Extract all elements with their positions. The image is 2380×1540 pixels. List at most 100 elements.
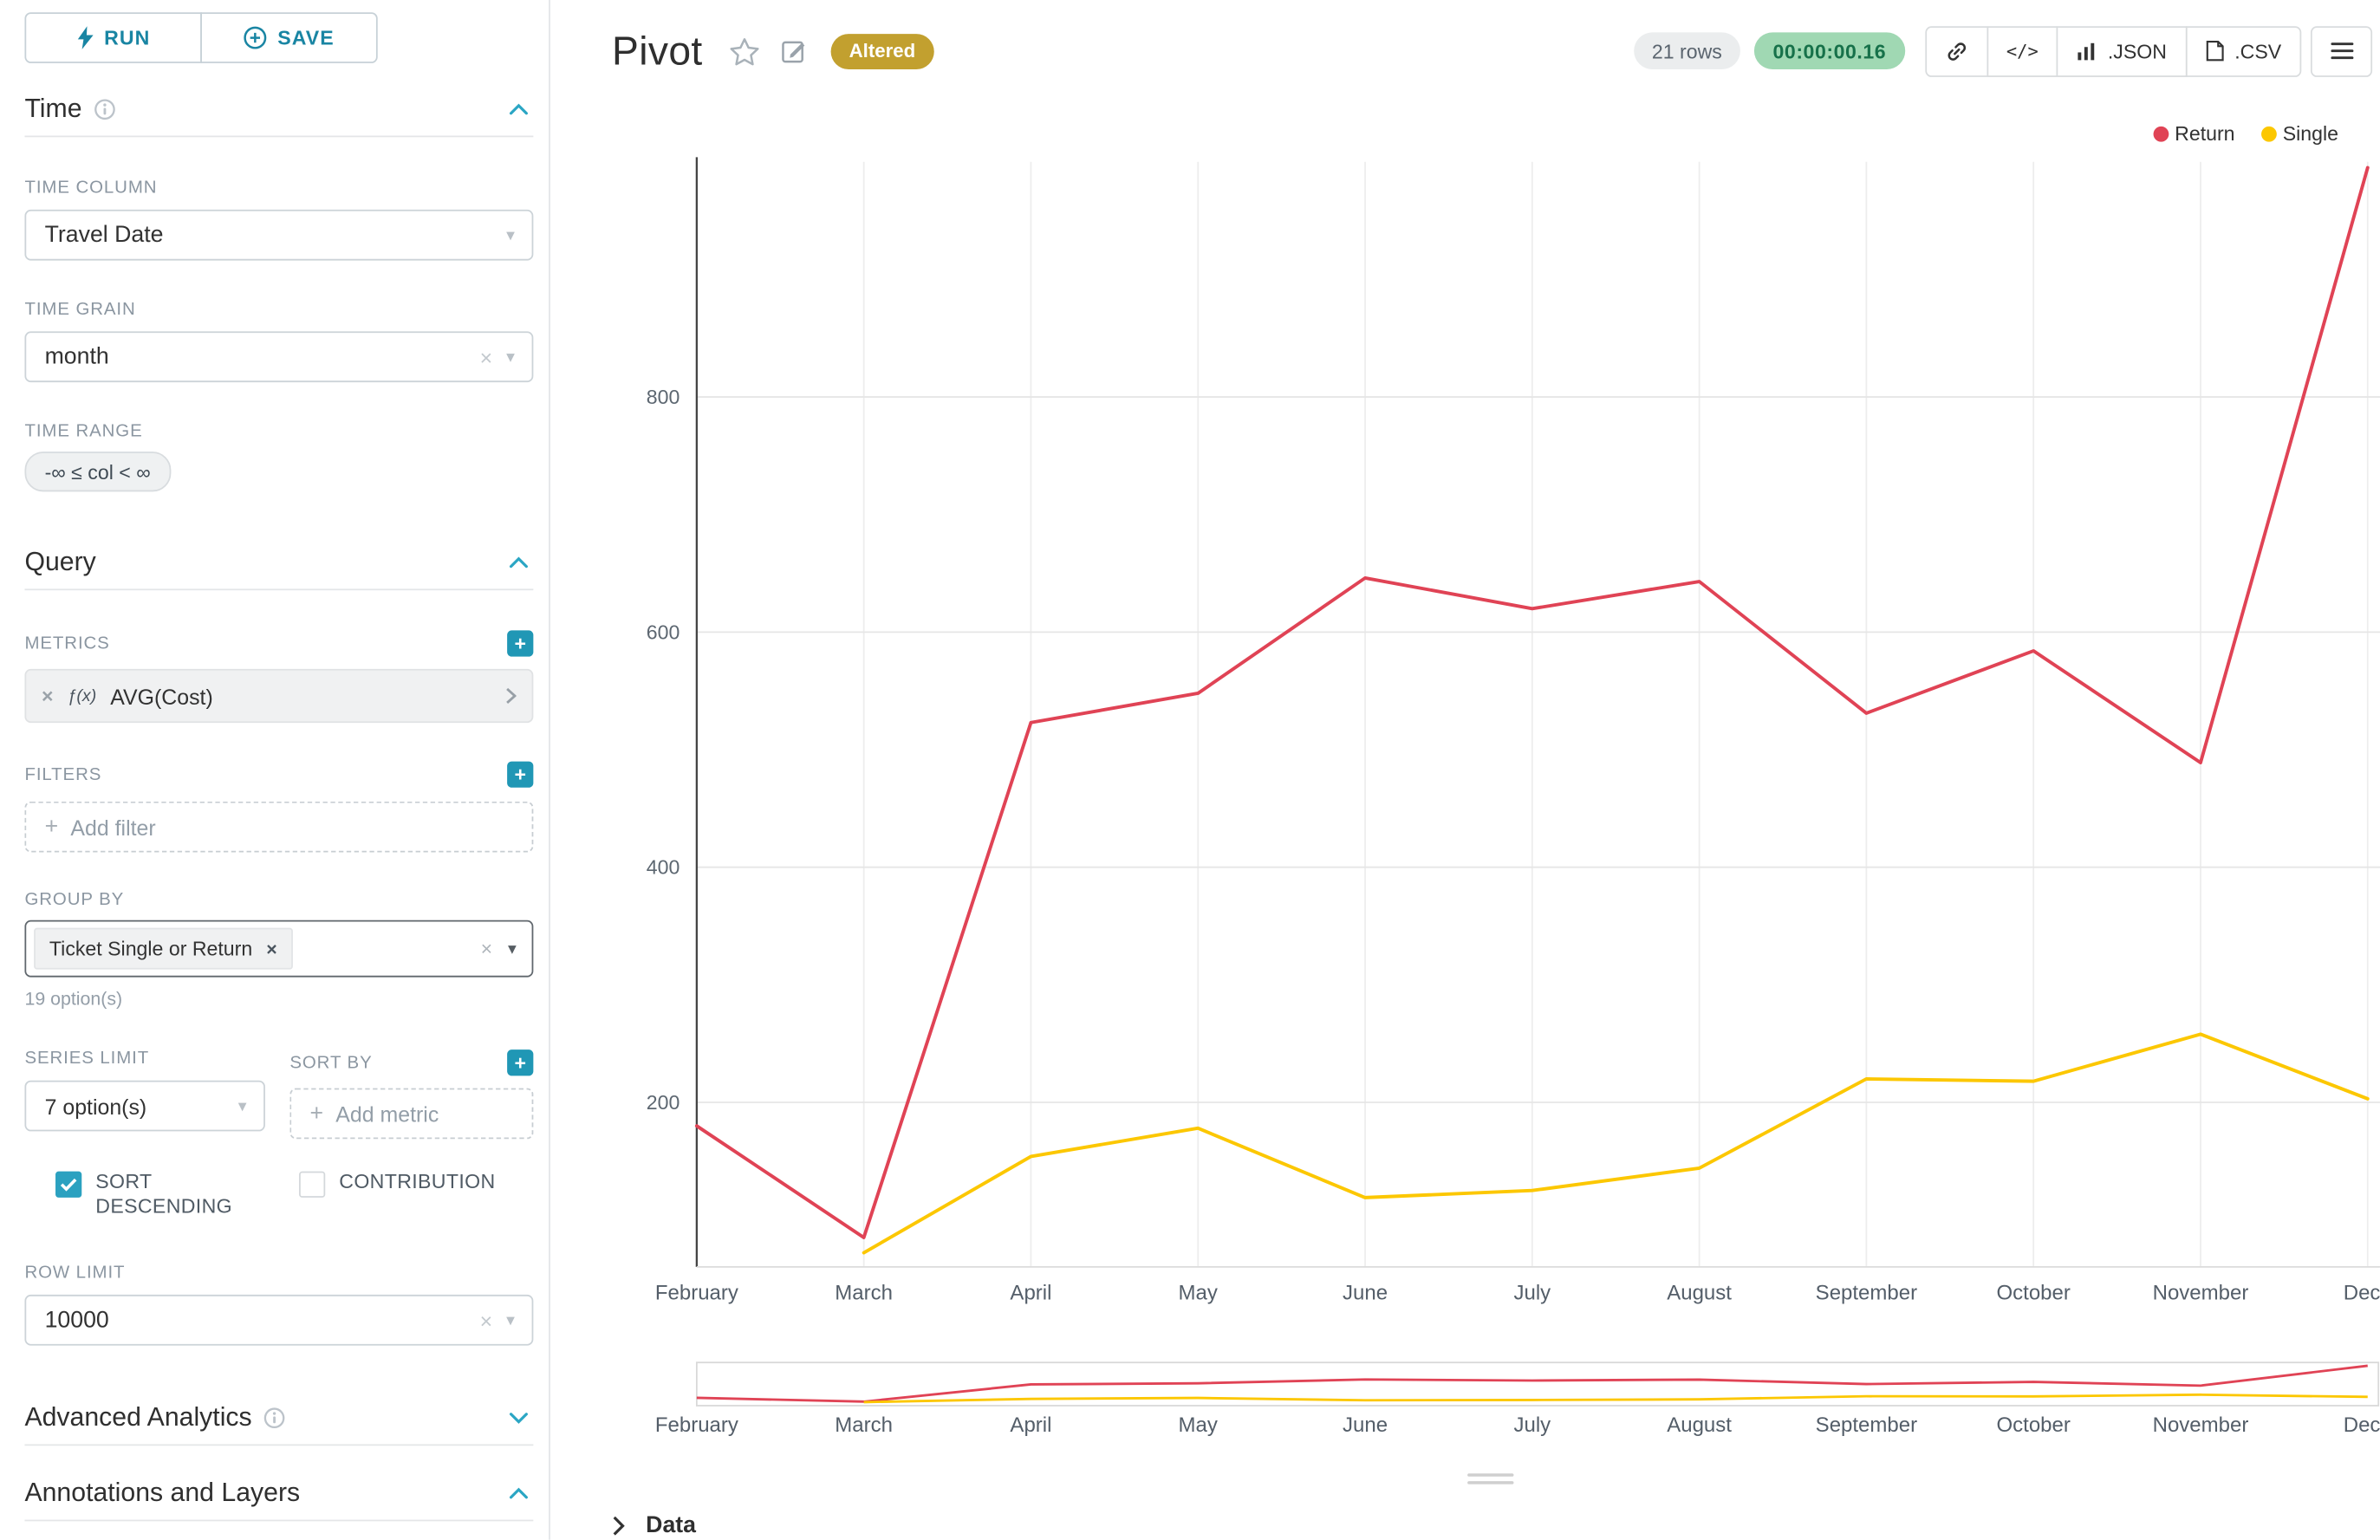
link-icon xyxy=(1945,39,1968,62)
filters-label-row: FILTERS + xyxy=(24,761,534,788)
svg-text:July: July xyxy=(1513,1413,1551,1437)
time-grain-label: TIME GRAIN xyxy=(24,300,136,320)
add-filter-placeholder: Add filter xyxy=(70,814,156,840)
favorite-star-icon[interactable] xyxy=(729,36,760,66)
time-grain-value: month xyxy=(44,343,109,370)
caret-down-icon[interactable]: ▾ xyxy=(507,939,517,959)
svg-text:600: 600 xyxy=(647,621,680,643)
row-limit-select[interactable]: 10000 × ▾ xyxy=(24,1294,534,1346)
section-divider xyxy=(24,135,534,138)
svg-text:April: April xyxy=(1010,1281,1051,1304)
sort-descending-label: SORT DESCENDING xyxy=(95,1169,232,1218)
contribution-label: CONTRIBUTION xyxy=(339,1169,496,1193)
export-csv-button[interactable]: .CSV xyxy=(2185,25,2302,77)
svg-text:Dece: Dece xyxy=(2344,1281,2380,1304)
row-count-badge: 21 rows xyxy=(1633,32,1741,70)
advanced-analytics-title: Advanced Analytics xyxy=(24,1402,252,1433)
chevron-down-icon[interactable] xyxy=(509,1412,529,1424)
series-limit-select[interactable]: 7 option(s) ▾ xyxy=(24,1080,265,1132)
checkbox-unchecked-icon[interactable] xyxy=(299,1171,326,1198)
time-range-label: TIME RANGE xyxy=(24,422,143,441)
group-by-chip-label: Ticket Single or Return xyxy=(49,937,253,960)
file-icon xyxy=(2205,40,2224,62)
chevron-up-icon[interactable] xyxy=(509,103,529,115)
annotations-header: Annotations and Layers xyxy=(24,1478,533,1510)
query-section-header: Query xyxy=(24,547,533,578)
sort-descending-checkbox[interactable]: SORT DESCENDING xyxy=(55,1170,299,1219)
caret-down-icon: ▾ xyxy=(506,348,516,367)
remove-chip-icon[interactable]: × xyxy=(266,938,277,960)
line-chart-canvas[interactable]: 200 400 600 800 February March April May June Jul… xyxy=(550,0,2380,1457)
add-filter-plus-button[interactable]: + xyxy=(507,761,534,788)
add-sort-metric-plus-button[interactable]: + xyxy=(507,1049,534,1076)
svg-text:November: November xyxy=(2153,1281,2249,1304)
svg-text:March: March xyxy=(835,1281,893,1304)
legend-item-single[interactable]: Single xyxy=(2260,122,2338,145)
legend-dot xyxy=(2260,125,2277,141)
time-column-select[interactable]: Travel Date ▾ xyxy=(24,209,534,261)
run-save-group: RUN SAVE xyxy=(24,12,378,63)
save-button[interactable]: SAVE xyxy=(200,12,378,63)
group-by-chip[interactable]: Ticket Single or Return × xyxy=(34,927,293,970)
time-range-chip[interactable]: -∞ ≤ col < ∞ xyxy=(24,452,171,492)
group-by-label: GROUP BY xyxy=(24,890,125,910)
caret-down-icon: ▾ xyxy=(237,1097,247,1116)
chevron-up-icon[interactable] xyxy=(509,1487,529,1499)
checkbox-checked-icon[interactable] xyxy=(55,1171,82,1198)
export-json-button[interactable]: .JSON xyxy=(2057,25,2188,77)
hamburger-menu-icon xyxy=(2330,42,2353,60)
chevron-right-icon[interactable] xyxy=(505,687,517,705)
remove-metric-icon[interactable]: × xyxy=(42,684,54,708)
time-section-header: Time xyxy=(24,94,533,125)
svg-text:800: 800 xyxy=(647,386,680,408)
edit-properties-icon[interactable] xyxy=(780,37,808,65)
clear-icon[interactable]: × xyxy=(480,937,493,960)
time-section-title: Time xyxy=(24,94,82,124)
export-button-group: </> .JSON .CSV xyxy=(1924,25,2373,77)
data-panel-title: Data xyxy=(646,1511,697,1538)
time-grain-select[interactable]: month × ▾ xyxy=(24,331,534,383)
contribution-checkbox[interactable]: CONTRIBUTION xyxy=(299,1170,495,1219)
svg-text:June: June xyxy=(1343,1413,1388,1437)
time-column-value: Travel Date xyxy=(44,222,164,249)
chevron-right-icon xyxy=(612,1514,626,1536)
svg-text:February: February xyxy=(655,1413,738,1437)
svg-text:200: 200 xyxy=(647,1091,680,1114)
svg-text:August: August xyxy=(1667,1281,1732,1304)
metrics-label-row: METRICS + xyxy=(24,630,534,657)
embed-code-button[interactable]: </> xyxy=(1986,25,2058,77)
legend-label: Return xyxy=(2175,121,2235,146)
lightning-icon xyxy=(76,26,94,49)
svg-text:August: August xyxy=(1667,1413,1732,1437)
run-button[interactable]: RUN xyxy=(24,12,202,63)
add-sort-metric-dropzone[interactable]: + Add metric xyxy=(289,1088,534,1140)
info-icon xyxy=(94,99,116,120)
metric-chip[interactable]: × ƒ(x) AVG(Cost) xyxy=(24,668,534,724)
function-icon: ƒ(x) xyxy=(67,686,97,705)
clear-icon[interactable]: × xyxy=(479,344,493,369)
svg-text:October: October xyxy=(1996,1413,2070,1437)
plus-circle-icon xyxy=(244,26,267,49)
add-metric-placeholder: Add metric xyxy=(335,1101,439,1127)
group-by-select[interactable]: Ticket Single or Return × × ▾ xyxy=(24,919,534,978)
row-limit-value: 10000 xyxy=(44,1307,109,1334)
add-metric-plus-button[interactable]: + xyxy=(507,630,534,657)
legend-dot xyxy=(2153,125,2169,141)
time-column-label: TIME COLUMN xyxy=(24,179,158,198)
clear-icon[interactable]: × xyxy=(479,1308,493,1333)
chevron-up-icon[interactable] xyxy=(509,556,529,569)
svg-text:July: July xyxy=(1513,1281,1551,1304)
svg-text:September: September xyxy=(1816,1413,1917,1437)
section-divider xyxy=(24,1444,534,1446)
add-filter-dropzone[interactable]: + Add filter xyxy=(24,801,534,853)
annotations-title: Annotations and Layers xyxy=(24,1478,301,1508)
altered-badge[interactable]: Altered xyxy=(830,33,934,69)
metric-value: AVG(Cost) xyxy=(110,683,213,709)
plus-icon: + xyxy=(44,814,59,841)
share-link-button[interactable] xyxy=(1924,25,1988,77)
resize-handle[interactable] xyxy=(1467,1469,1514,1489)
more-options-button[interactable] xyxy=(2310,25,2373,77)
data-panel-header[interactable]: Data xyxy=(612,1512,696,1538)
legend-item-return[interactable]: Return xyxy=(2153,121,2235,146)
